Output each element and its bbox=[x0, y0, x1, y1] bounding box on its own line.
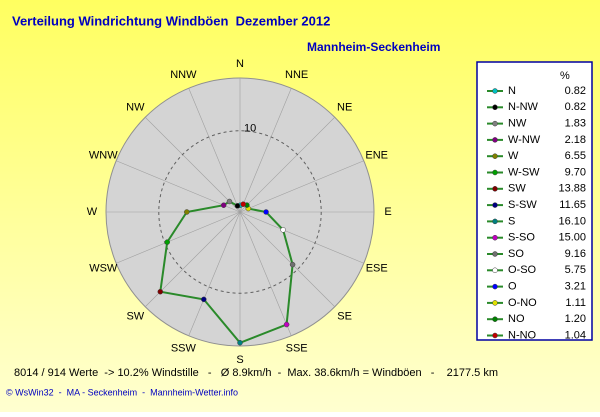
spoke bbox=[239, 211, 292, 336]
legend-marker bbox=[492, 137, 498, 143]
legend-value: 9.16 bbox=[565, 248, 586, 260]
legend-label: W-SW bbox=[508, 166, 540, 178]
legend-value: 15.00 bbox=[558, 232, 586, 244]
legend-marker bbox=[492, 251, 498, 257]
direction-label: NW bbox=[126, 101, 145, 113]
spoke bbox=[116, 160, 241, 213]
legend-label: SW bbox=[508, 183, 526, 195]
direction-label: N bbox=[236, 58, 244, 70]
direction-label: SW bbox=[126, 311, 144, 323]
direction-label: ESE bbox=[366, 263, 388, 275]
legend-label: N-NW bbox=[508, 101, 539, 113]
radar-point bbox=[240, 201, 246, 207]
radar-point bbox=[157, 288, 164, 295]
legend-label: N bbox=[508, 85, 516, 97]
chart-title: Verteilung Windrichtung Windböen Dezembe… bbox=[12, 13, 330, 28]
direction-label: SE bbox=[337, 311, 352, 323]
credits: © WsWin32 - MA - Seckenheim - Mannheim-W… bbox=[6, 387, 238, 397]
radar-point bbox=[184, 209, 190, 215]
direction-label: E bbox=[384, 206, 391, 218]
legend-marker bbox=[492, 186, 498, 192]
radar-point bbox=[280, 227, 286, 233]
legend-value: 1.20 bbox=[565, 313, 586, 325]
legend-marker bbox=[492, 300, 498, 306]
spoke bbox=[188, 88, 241, 213]
legend-label: S bbox=[508, 215, 515, 227]
direction-label: S bbox=[236, 354, 243, 366]
legend-value: 16.10 bbox=[558, 215, 586, 227]
spoke bbox=[239, 211, 364, 264]
footer: 8014 / 914 Werte -> 10.2% Windstille - Ø… bbox=[14, 367, 498, 379]
legend-marker bbox=[492, 202, 498, 208]
radar-point bbox=[283, 321, 290, 328]
spoke bbox=[116, 211, 241, 264]
legend-marker bbox=[492, 153, 498, 159]
radar-point bbox=[164, 239, 170, 245]
legend-value: 0.82 bbox=[565, 101, 586, 113]
legend-label: S-SO bbox=[508, 232, 535, 244]
legend-marker bbox=[492, 234, 498, 241]
legend-value: 1.11 bbox=[565, 297, 586, 309]
legend-value: 9.70 bbox=[565, 166, 586, 178]
spoke bbox=[239, 211, 335, 307]
legend-marker bbox=[492, 104, 498, 111]
legend-value: 13.88 bbox=[558, 183, 586, 195]
legend-marker bbox=[492, 120, 498, 127]
legend-label: W-NW bbox=[508, 134, 541, 146]
legend-marker bbox=[492, 88, 498, 94]
radar-point bbox=[226, 198, 233, 205]
spoke bbox=[239, 160, 364, 213]
radar-point bbox=[263, 209, 269, 215]
direction-label: SSW bbox=[171, 343, 197, 355]
direction-label: ENE bbox=[365, 149, 388, 161]
radar-point bbox=[234, 203, 241, 209]
r-tick-label: 10 bbox=[244, 123, 256, 135]
radar-point bbox=[237, 340, 243, 346]
radar-point bbox=[220, 202, 227, 208]
direction-label: WSW bbox=[89, 263, 118, 275]
legend-marker bbox=[492, 316, 498, 322]
legend-label: NW bbox=[508, 118, 527, 130]
legend-value: 11.65 bbox=[559, 199, 586, 211]
legend-value: 3.21 bbox=[565, 281, 586, 293]
legend-label: N-NO bbox=[508, 329, 537, 341]
direction-label: NE bbox=[337, 101, 352, 113]
legend-value: 1.04 bbox=[565, 329, 586, 341]
direction-label: W bbox=[87, 206, 98, 218]
legend-label: O-SO bbox=[508, 264, 537, 276]
legend-marker bbox=[492, 283, 498, 290]
radar-point bbox=[201, 296, 207, 303]
legend-value: 5.75 bbox=[565, 264, 586, 276]
legend-marker bbox=[492, 218, 498, 225]
legend-label: S-SW bbox=[508, 199, 537, 211]
grid-ring bbox=[158, 130, 322, 294]
chart-subtitle: Mannheim-Seckenheim bbox=[307, 40, 440, 54]
direction-label: SSE bbox=[286, 343, 308, 355]
legend-header: % bbox=[560, 70, 570, 82]
legend-value: 2.18 bbox=[565, 134, 586, 146]
legend-label: W bbox=[508, 150, 519, 162]
legend-value: 0.82 bbox=[565, 85, 586, 97]
direction-label: WNW bbox=[89, 149, 118, 161]
legend-label: NO bbox=[508, 313, 525, 325]
legend-marker bbox=[492, 332, 498, 339]
spoke bbox=[188, 211, 241, 336]
spoke bbox=[239, 117, 335, 213]
legend-label: O bbox=[508, 281, 517, 293]
legend-label: SO bbox=[508, 248, 524, 260]
spoke bbox=[145, 117, 241, 213]
direction-label: NNW bbox=[170, 69, 197, 81]
legend-marker bbox=[492, 169, 498, 176]
legend-value: 1.83 bbox=[565, 118, 586, 130]
radar-point bbox=[289, 261, 296, 268]
spoke bbox=[239, 88, 292, 213]
direction-label: NNE bbox=[285, 69, 308, 81]
legend-value: 6.55 bbox=[565, 150, 586, 162]
legend-marker bbox=[492, 267, 498, 274]
legend-label: O-NO bbox=[508, 297, 537, 309]
